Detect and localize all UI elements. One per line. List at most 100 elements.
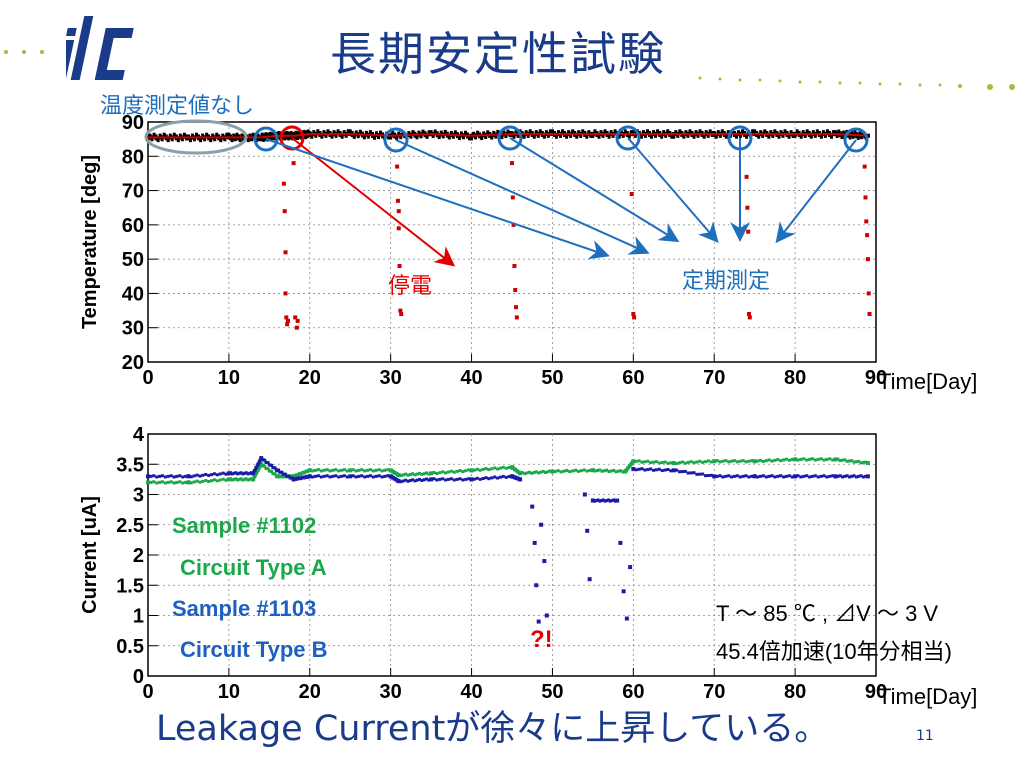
legend-sample-b: Sample #1103 (172, 596, 317, 621)
current-xtick-label: 60 (622, 681, 644, 703)
current-point (779, 474, 783, 478)
current-point (718, 474, 722, 478)
current-point (337, 469, 341, 473)
current-point (319, 475, 323, 479)
current-point (542, 559, 547, 564)
current-point (201, 473, 205, 477)
current-point (252, 476, 256, 480)
current-point (408, 472, 412, 476)
current-point (859, 461, 863, 465)
current-point (413, 479, 417, 483)
current-point (181, 475, 185, 479)
temperature-point (607, 132, 611, 139)
current-ytick-label: 1 (133, 606, 144, 628)
current-point (308, 468, 312, 472)
current-point (496, 476, 500, 480)
temperature-point (773, 129, 777, 136)
temperature-point (837, 129, 841, 136)
temperature-point (251, 132, 255, 139)
periodic-arrow-6 (775, 139, 857, 244)
temperature-point (326, 129, 330, 136)
temperature-point (316, 129, 320, 136)
current-point (256, 468, 260, 472)
current-point (192, 474, 196, 478)
current-point (319, 469, 323, 473)
current-point (683, 469, 687, 473)
current-point (351, 474, 355, 478)
temperature-point (660, 132, 664, 139)
temperature-point (830, 132, 834, 139)
temperature-point (747, 315, 752, 320)
current-point (237, 477, 241, 481)
temperature-point (282, 209, 287, 214)
temperature-point (627, 132, 631, 139)
current-point (163, 475, 167, 479)
slide-title: 長期安定性試験 (330, 27, 666, 81)
current-point (776, 474, 780, 478)
current-point (444, 478, 448, 482)
temperature-point (763, 129, 767, 136)
current-point (181, 481, 185, 485)
current-xtick-label: 80 (784, 681, 806, 703)
current-xtick-label: 90 (865, 681, 887, 703)
current-point (348, 474, 352, 478)
current-point (498, 466, 502, 470)
temperature-point (295, 318, 300, 323)
temperature-point (865, 257, 870, 262)
current-point (843, 474, 847, 478)
current-point (232, 477, 236, 481)
current-point (606, 498, 610, 502)
current-point (624, 616, 629, 621)
current-point (721, 475, 725, 479)
current-point (166, 480, 170, 484)
current-point (255, 470, 259, 474)
current-point (357, 468, 361, 472)
current-point (744, 474, 748, 478)
current-point (857, 459, 861, 463)
temperature-point (514, 305, 519, 310)
current-point (221, 471, 225, 475)
decorative-dots (4, 50, 1015, 90)
current-point (773, 475, 777, 479)
current-point (831, 474, 835, 478)
current-point (424, 477, 428, 481)
temperature-point (672, 132, 676, 139)
current-point (550, 470, 554, 474)
current-point (415, 478, 419, 482)
temperature-point (867, 312, 872, 316)
current-point (793, 457, 797, 461)
current-point (819, 474, 823, 478)
temperature-point (548, 129, 552, 136)
current-point (607, 470, 611, 474)
current-point (257, 467, 261, 471)
current-point (287, 474, 291, 478)
current-point (406, 473, 410, 477)
current-point (649, 467, 653, 471)
current-point (175, 480, 179, 484)
current-point (808, 457, 812, 461)
temperature-point (283, 250, 288, 255)
current-point (427, 478, 431, 482)
current-point (802, 474, 806, 478)
temperature-point (219, 136, 223, 143)
current-point (654, 460, 658, 464)
current-point (334, 468, 338, 472)
legend-circuit-a: Circuit Type A (180, 555, 327, 580)
current-point (744, 460, 748, 464)
current-point (865, 461, 870, 466)
current-point (834, 475, 838, 479)
current-point (357, 474, 361, 478)
current-point (380, 469, 384, 473)
current-point (619, 469, 623, 473)
current-point (756, 475, 760, 479)
temperature-xtick-label: 10 (218, 367, 240, 389)
current-point (507, 465, 511, 469)
current-point (646, 468, 650, 472)
temperature-point (623, 129, 627, 136)
temperature-point (285, 322, 290, 327)
temperature-point (396, 226, 401, 231)
current-point (850, 459, 854, 463)
temperature-point (411, 130, 415, 137)
temperature-point (238, 136, 242, 143)
current-point (204, 478, 208, 482)
